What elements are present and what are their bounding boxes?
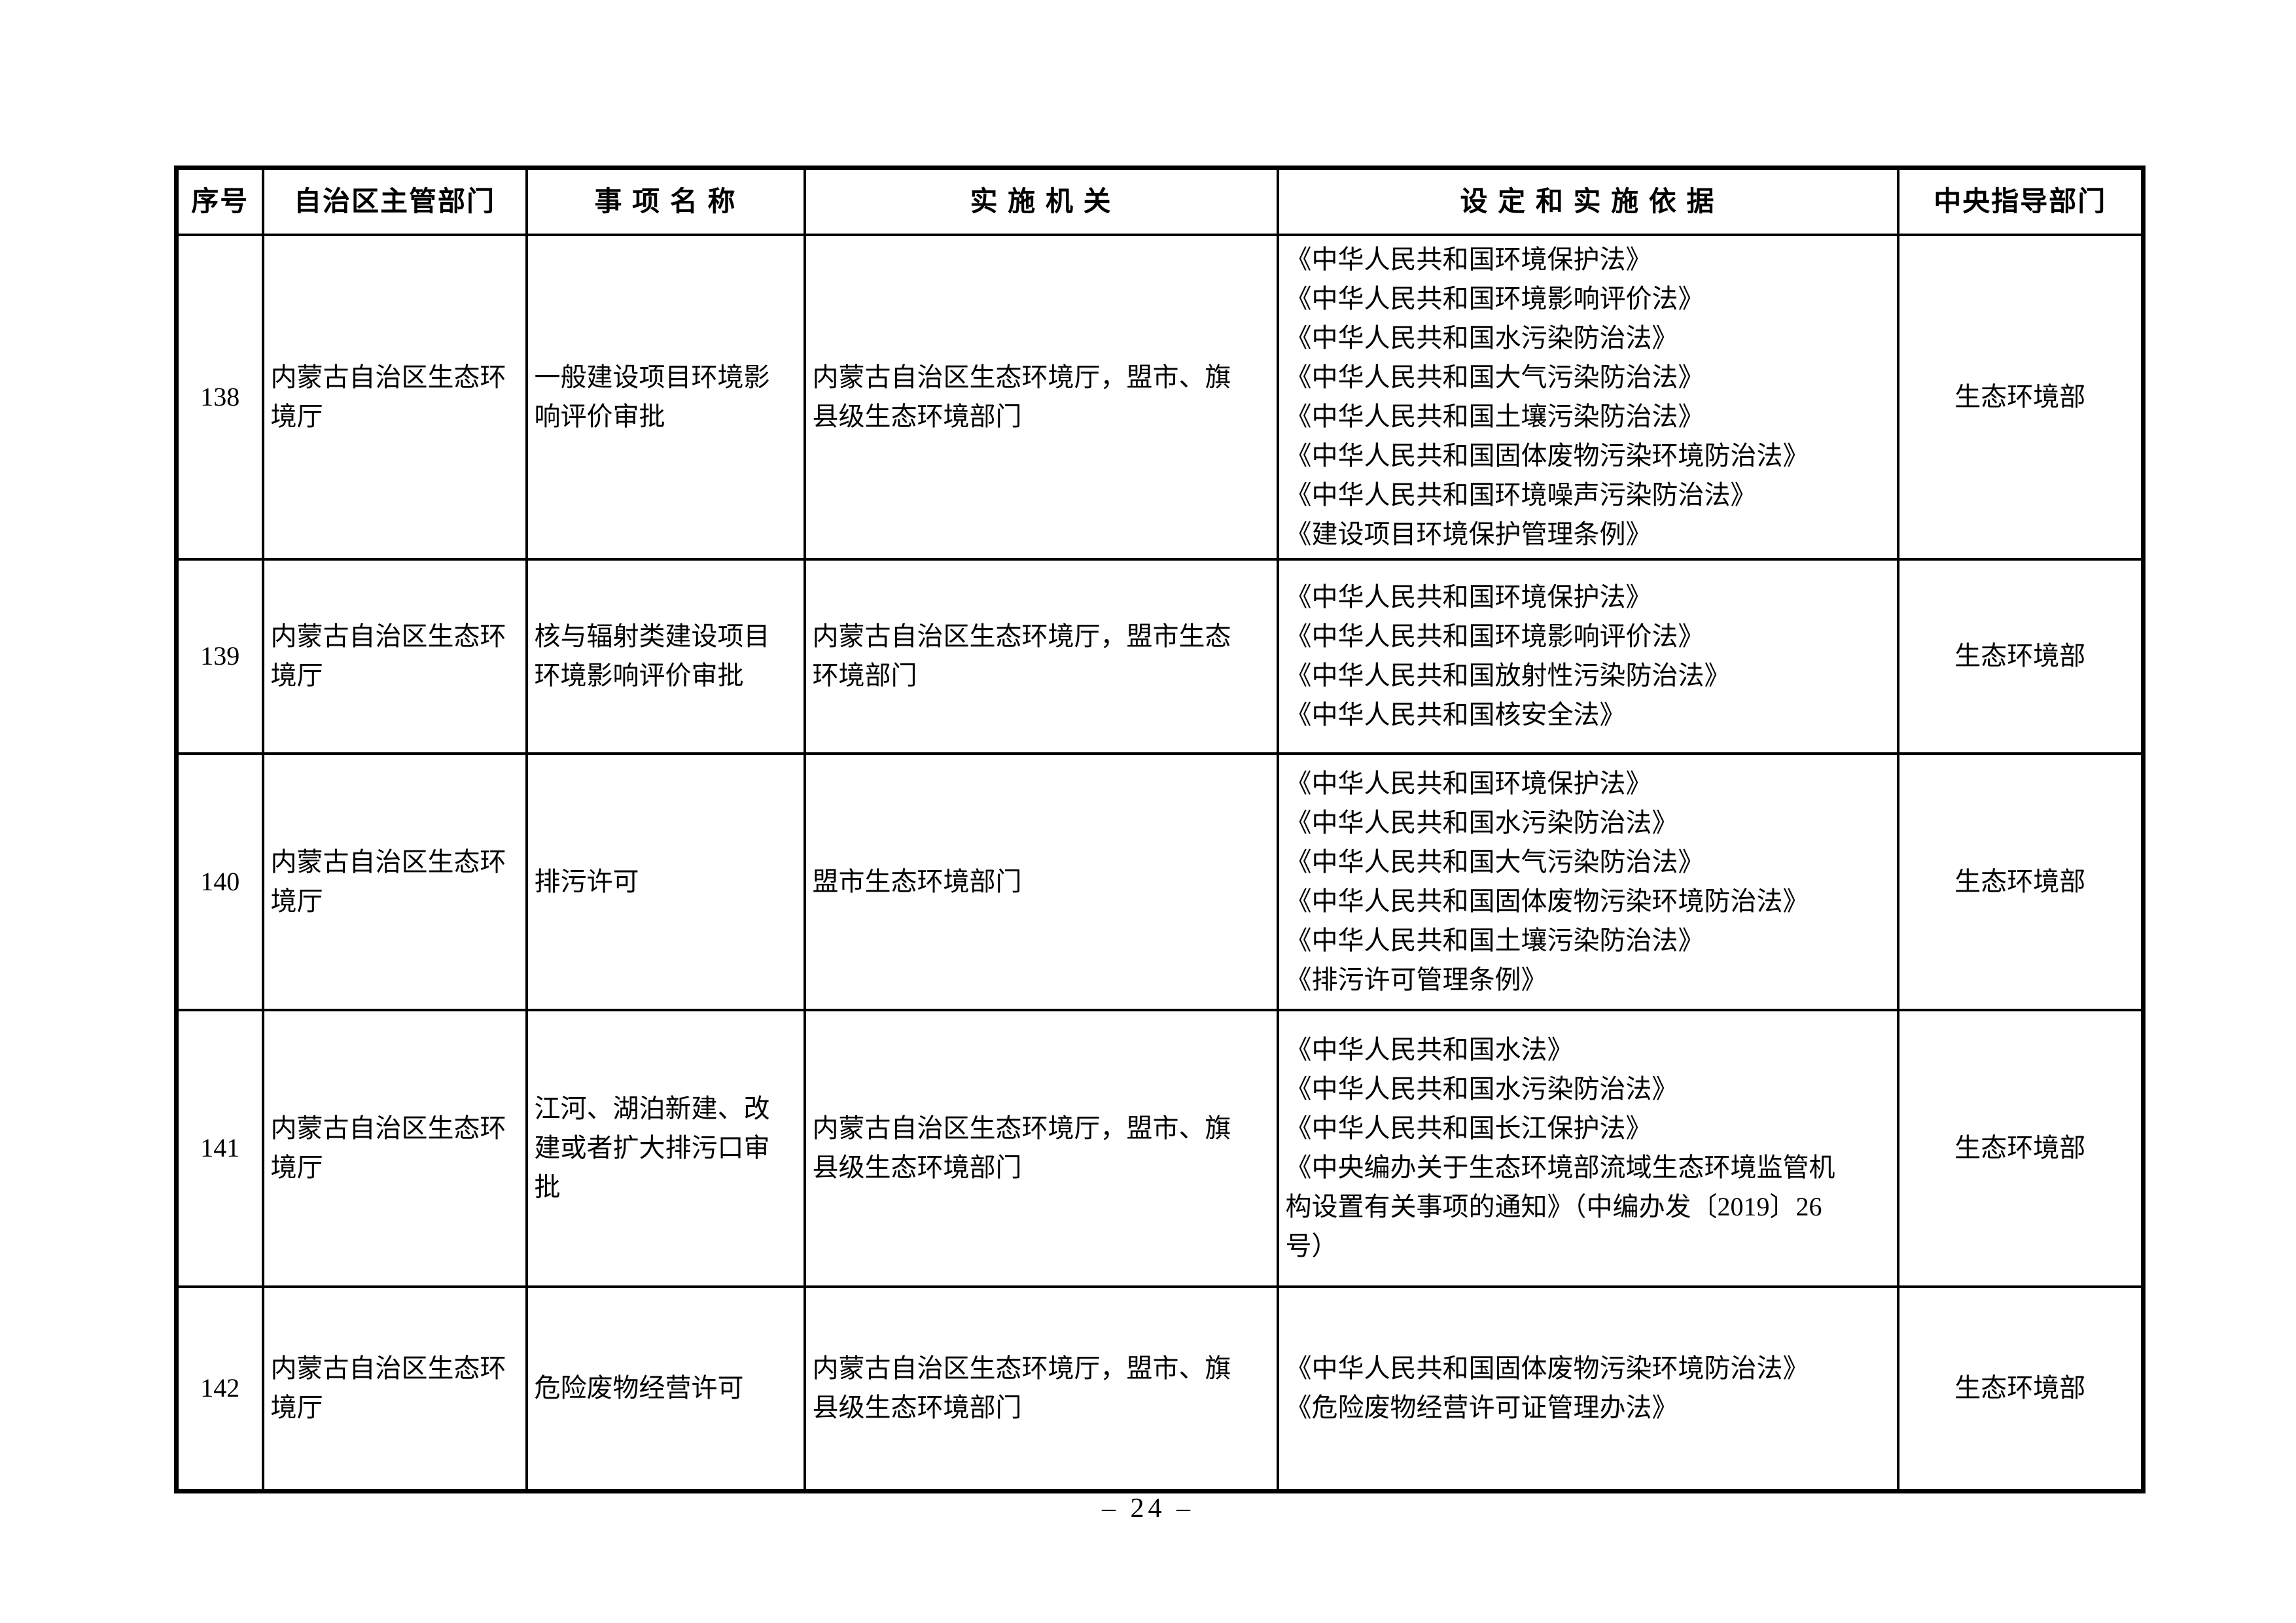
cell-no: 139: [175, 557, 264, 755]
header-row: 序号 自治区主管部门 事 项 名 称 实 施 机 关 设 定 和 实 施 依 据…: [175, 166, 2145, 236]
cell-central-dept: 生态环境部: [1896, 557, 2145, 755]
table-row-139: 139 内蒙古自治区生态环 境厅 核与辐射类建设项目 环境影响评价审批 内蒙古自…: [175, 557, 2145, 755]
table-row-138: 138 内蒙古自治区生态环 境厅 一般建设项目环境影 响评价审批 内蒙古自治区生…: [175, 233, 2145, 561]
cell-agency: 内蒙古自治区生态环境厅，盟市、旗 县级生态环境部门: [803, 233, 1279, 561]
cell-dept: 内蒙古自治区生态环 境厅: [261, 1285, 528, 1493]
cell-no: 142: [175, 1285, 264, 1493]
cell-item-name: 一般建设项目环境影 响评价审批: [525, 233, 806, 561]
cell-dept: 内蒙古自治区生态环 境厅: [261, 233, 528, 561]
cell-agency: 盟市生态环境部门: [803, 752, 1279, 1011]
cell-agency: 内蒙古自治区生态环境厅，盟市、旗 县级生态环境部门: [803, 1285, 1279, 1493]
table-row-141: 141 内蒙古自治区生态环 境厅 江河、湖泊新建、改 建或者扩大排污口审 批 内…: [175, 1008, 2145, 1288]
page-number: – 24 –: [1102, 1493, 1194, 1524]
cell-item-name: 江河、湖泊新建、改 建或者扩大排污口审 批: [525, 1008, 806, 1288]
table-row-140: 140 内蒙古自治区生态环 境厅 排污许可 盟市生态环境部门 《中华人民共和国环…: [175, 752, 2145, 1011]
cell-basis: 《中华人民共和国水法》 《中华人民共和国水污染防治法》 《中华人民共和国长江保护…: [1276, 1008, 1899, 1288]
table-row-142: 142 内蒙古自治区生态环 境厅 危险废物经营许可 内蒙古自治区生态环境厅，盟市…: [175, 1285, 2145, 1493]
cell-dept: 内蒙古自治区生态环 境厅: [261, 752, 528, 1011]
cell-item-name: 核与辐射类建设项目 环境影响评价审批: [525, 557, 806, 755]
cell-agency: 内蒙古自治区生态环境厅，盟市生态 环境部门: [803, 557, 1279, 755]
cell-basis: 《中华人民共和国固体废物污染环境防治法》 《危险废物经营许可证管理办法》: [1276, 1285, 1899, 1493]
cell-item-name: 排污许可: [525, 752, 806, 1011]
cell-no: 140: [175, 752, 264, 1011]
cell-basis: 《中华人民共和国环境保护法》 《中华人民共和国环境影响评价法》 《中华人民共和国…: [1276, 557, 1899, 755]
cell-no: 138: [175, 233, 264, 561]
cell-central-dept: 生态环境部: [1896, 1285, 2145, 1493]
column-header-central-dept: 中央指导部门: [1896, 166, 2145, 236]
cell-dept: 内蒙古自治区生态环 境厅: [261, 1008, 528, 1288]
approval-items-table: 序号 自治区主管部门 事 项 名 称 实 施 机 关 设 定 和 实 施 依 据…: [174, 166, 2146, 1493]
cell-central-dept: 生态环境部: [1896, 233, 2145, 561]
column-header-no: 序号: [175, 166, 264, 236]
column-header-item-name: 事 项 名 称: [525, 166, 806, 236]
cell-central-dept: 生态环境部: [1896, 1008, 2145, 1288]
column-header-dept: 自治区主管部门: [261, 166, 528, 236]
column-header-agency: 实 施 机 关: [803, 166, 1279, 236]
cell-basis: 《中华人民共和国环境保护法》 《中华人民共和国水污染防治法》 《中华人民共和国大…: [1276, 752, 1899, 1011]
cell-no: 141: [175, 1008, 264, 1288]
cell-dept: 内蒙古自治区生态环 境厅: [261, 557, 528, 755]
cell-central-dept: 生态环境部: [1896, 752, 2145, 1011]
cell-basis: 《中华人民共和国环境保护法》 《中华人民共和国环境影响评价法》 《中华人民共和国…: [1276, 233, 1899, 561]
cell-agency: 内蒙古自治区生态环境厅，盟市、旗 县级生态环境部门: [803, 1008, 1279, 1288]
column-header-basis: 设 定 和 实 施 依 据: [1276, 166, 1899, 236]
cell-item-name: 危险废物经营许可: [525, 1285, 806, 1493]
